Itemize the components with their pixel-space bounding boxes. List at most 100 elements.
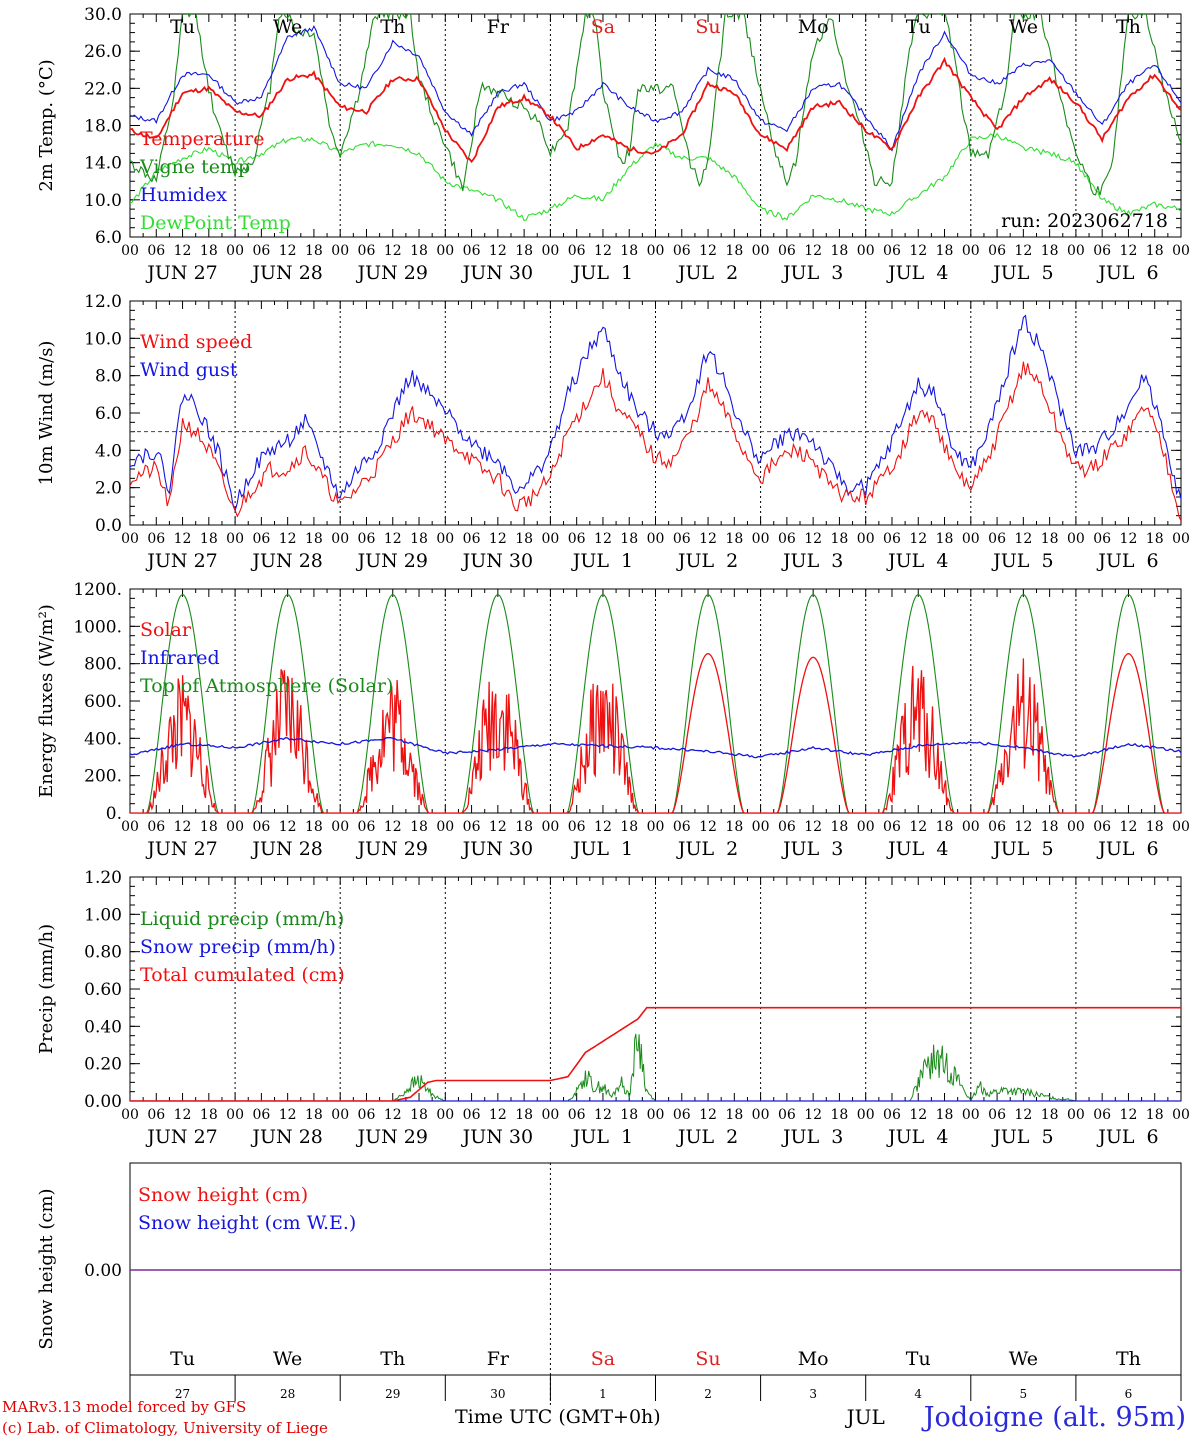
- weekday-label: Sa: [591, 1348, 615, 1370]
- weekday-label: Sa: [591, 16, 615, 38]
- date-label: JUN 27: [145, 1126, 217, 1148]
- y-tick-label: 1200.: [73, 580, 122, 600]
- hour-tick-label: 06: [778, 243, 796, 259]
- series-liquid: [130, 1033, 1181, 1101]
- date-label: JUN 29: [356, 262, 428, 284]
- weekday-label: We: [273, 16, 302, 38]
- hour-tick-label: 06: [673, 819, 691, 835]
- hour-tick-label: 06: [988, 531, 1006, 547]
- hour-tick-label: 00: [1067, 243, 1085, 259]
- series-group: [130, 14, 1181, 222]
- date-label: JUL 6: [1096, 838, 1158, 860]
- hour-tick-label: 18: [410, 1107, 428, 1123]
- y-tick-label: 1000.: [73, 617, 122, 637]
- y-tick-label: 18.0: [84, 117, 122, 137]
- hour-tick-label: 06: [988, 243, 1006, 259]
- hour-tick-label: 18: [620, 819, 638, 835]
- date-label: JUL 2: [676, 838, 738, 860]
- hour-tick-label: 00: [1067, 819, 1085, 835]
- hour-tick-label: 06: [252, 531, 270, 547]
- hour-tick-label: 18: [1146, 1107, 1164, 1123]
- date-label: JUL 1: [571, 262, 633, 284]
- hour-tick-label: 18: [305, 531, 323, 547]
- hour-tick-label: 06: [252, 819, 270, 835]
- hour-tick-label: 06: [1093, 1107, 1111, 1123]
- weekday-label: Tu: [170, 1348, 195, 1370]
- hour-tick-label: 06: [358, 243, 376, 259]
- y-tick-label: 30.0: [84, 5, 122, 25]
- date-label: JUL 2: [676, 550, 738, 572]
- hour-tick-label: 18: [831, 243, 849, 259]
- hour-tick-label: 00: [1172, 819, 1190, 835]
- legend-red: Total cumulated (cm): [140, 964, 345, 986]
- panel-3: 0. 200. 400. 600. 800. 1000. 1200. Energy fluxe…: [36, 580, 1190, 860]
- hour-tick-label: 00: [857, 819, 875, 835]
- hour-tick-label: 12: [1120, 819, 1138, 835]
- date-label: JUN 29: [356, 838, 428, 860]
- hour-tick-label: 18: [515, 531, 533, 547]
- y-tick-label: 10.0: [84, 191, 122, 211]
- hour-tick-label: 18: [620, 243, 638, 259]
- hour-tick-label: 12: [489, 1107, 507, 1123]
- date-label: JUL 5: [991, 1126, 1053, 1148]
- date-label: JUL 6: [1096, 550, 1158, 572]
- weekday-label: Tu: [170, 16, 195, 38]
- day-number: 4: [914, 1387, 922, 1401]
- date-label: JUN 28: [250, 550, 322, 572]
- hour-tick-label: 00: [752, 819, 770, 835]
- legend-lightgreen: DewPoint Temp: [140, 212, 291, 234]
- date-label: JUL 6: [1096, 1126, 1158, 1148]
- y-tick-label: 4.0: [95, 441, 122, 461]
- y-axis-label: Precip (mm/h): [36, 924, 57, 1054]
- hour-tick-label: 12: [489, 243, 507, 259]
- date-label: JUL 4: [886, 262, 948, 284]
- hour-tick-label: 06: [673, 531, 691, 547]
- day-number: 27: [175, 1387, 190, 1401]
- hour-tick-label: 00: [962, 819, 980, 835]
- date-label: JUN 28: [250, 838, 322, 860]
- hour-tick-label: 00: [121, 819, 139, 835]
- hour-tick-label: 18: [831, 819, 849, 835]
- hour-tick-label: 06: [252, 1107, 270, 1123]
- hour-tick-label: 12: [804, 531, 822, 547]
- hour-tick-label: 18: [936, 1107, 954, 1123]
- series-total: [130, 1006, 1181, 1101]
- hour-tick-label: 00: [121, 531, 139, 547]
- series-infrared: [130, 736, 1181, 759]
- weekday-label: Mo: [798, 1348, 829, 1370]
- legend-red: Temperature: [140, 128, 264, 150]
- hour-tick-label: 06: [463, 1107, 481, 1123]
- date-label: JUL 1: [571, 1126, 633, 1148]
- date-label: JUL 3: [781, 838, 843, 860]
- y-tick-label: 22.0: [84, 79, 122, 99]
- hour-tick-label: 12: [1120, 1107, 1138, 1123]
- weekday-label: We: [273, 1348, 302, 1370]
- y-tick-label: 1.00: [84, 905, 122, 925]
- day-number: 30: [490, 1387, 505, 1401]
- y-tick-label: 600.: [84, 692, 122, 712]
- weekday-label: Th: [1116, 1348, 1141, 1370]
- legend-blue: Infrared: [140, 647, 220, 669]
- hour-tick-label: 00: [121, 1107, 139, 1123]
- hour-tick-label: 12: [174, 531, 192, 547]
- hour-tick-label: 06: [568, 531, 586, 547]
- y-tick-label: 14.0: [84, 154, 122, 174]
- hour-tick-label: 12: [384, 531, 402, 547]
- hour-tick-label: 12: [804, 1107, 822, 1123]
- hour-tick-label: 18: [515, 243, 533, 259]
- hour-tick-label: 06: [358, 531, 376, 547]
- y-tick-label: 0.40: [84, 1017, 122, 1037]
- date-label: JUN 27: [145, 262, 217, 284]
- y-tick-label: 10.0: [84, 329, 122, 349]
- y-tick-label: 800.: [84, 655, 122, 675]
- series-group: [130, 1006, 1181, 1101]
- hour-tick-label: 00: [331, 243, 349, 259]
- hour-tick-label: 00: [331, 1107, 349, 1123]
- hour-tick-label: 00: [752, 243, 770, 259]
- day-number: 29: [385, 1387, 400, 1401]
- hour-tick-label: 06: [463, 531, 481, 547]
- hour-tick-label: 00: [331, 531, 349, 547]
- date-label: JUN 29: [356, 1126, 428, 1148]
- hour-tick-label: 12: [279, 531, 297, 547]
- date-label: JUL 2: [676, 1126, 738, 1148]
